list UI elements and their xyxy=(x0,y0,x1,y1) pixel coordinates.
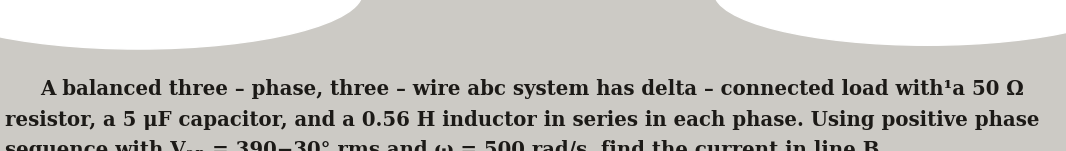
Text: ...(y)...: ...(y)... xyxy=(112,18,152,31)
Text: sequence with Vₐₙ = 390−30° rms and ω = 500 rad/s, find the current in line B.: sequence with Vₐₙ = 390−30° rms and ω = … xyxy=(5,140,887,151)
Ellipse shape xyxy=(0,0,362,49)
Text: resistor, a 5 μF capacitor, and a 0.56 H inductor in series in each phase. Using: resistor, a 5 μF capacitor, and a 0.56 H… xyxy=(5,110,1039,130)
Ellipse shape xyxy=(714,0,1066,45)
Text: A balanced three – phase, three – wire abc system has delta – connected load wit: A balanced three – phase, three – wire a… xyxy=(41,79,1024,98)
